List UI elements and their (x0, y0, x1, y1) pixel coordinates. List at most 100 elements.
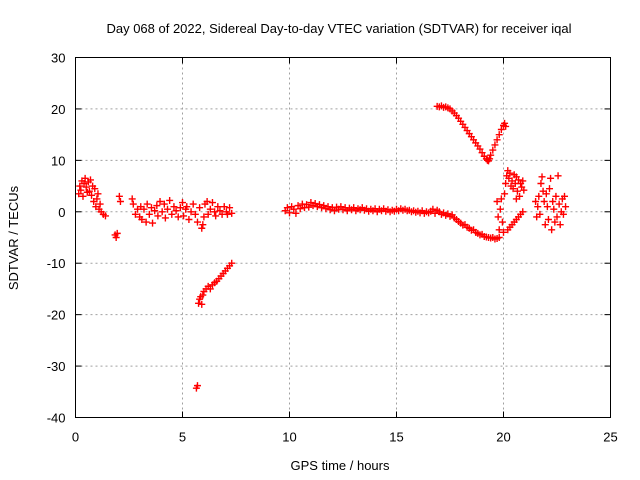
data-point (179, 199, 186, 207)
data-point (185, 216, 193, 223)
x-tick-label: 15 (389, 430, 403, 445)
chart-title: Day 068 of 2022, Sidereal Day-to-day VTE… (106, 21, 571, 36)
data-point (556, 221, 564, 229)
data-point (208, 199, 216, 207)
data-point (553, 213, 561, 221)
data-point (166, 196, 174, 204)
y-tick-label: -20 (47, 308, 66, 323)
data-point (160, 200, 168, 208)
data-point (81, 174, 89, 182)
data-point (502, 180, 510, 187)
data-point (170, 203, 178, 211)
data-point (559, 210, 567, 218)
data-point (187, 208, 195, 216)
data-point (193, 218, 201, 226)
data-point (504, 226, 512, 234)
data-point (195, 299, 203, 307)
data-point (546, 185, 554, 193)
data-point (212, 212, 220, 220)
data-point (86, 176, 94, 184)
data-point (189, 200, 197, 208)
data-point (176, 204, 184, 212)
data-point (519, 177, 527, 185)
data-point (549, 198, 557, 205)
data-point (206, 285, 214, 293)
data-point (142, 218, 150, 226)
data-point (180, 212, 188, 220)
data-point (154, 212, 162, 220)
data-point (489, 146, 497, 154)
data-point (540, 198, 548, 205)
data-point (88, 191, 96, 199)
data-points (75, 102, 570, 392)
data-point (226, 204, 234, 212)
data-point (204, 210, 212, 218)
data-point (147, 204, 155, 212)
data-point (113, 229, 121, 237)
data-point (199, 291, 207, 299)
data-point (497, 195, 505, 203)
data-point (80, 180, 88, 187)
data-point (493, 198, 501, 205)
data-point (75, 190, 83, 198)
data-point (513, 187, 521, 195)
data-point (520, 186, 528, 194)
data-point (555, 200, 563, 208)
data-point (216, 207, 224, 215)
y-tick-label: 0 (58, 205, 65, 220)
data-point (138, 216, 146, 223)
y-tick-label: -10 (47, 256, 66, 271)
data-point (494, 213, 502, 221)
data-point (562, 203, 570, 211)
x-tick-label: 5 (179, 430, 186, 445)
data-point (495, 234, 503, 241)
data-point (491, 141, 499, 149)
data-point (198, 224, 206, 232)
data-point (79, 192, 87, 200)
data-point (478, 149, 486, 157)
data-point (220, 203, 228, 211)
data-point (506, 169, 514, 177)
data-point (129, 200, 137, 208)
data-point (538, 173, 546, 181)
data-point (497, 126, 505, 133)
data-point (542, 190, 550, 198)
data-point (290, 205, 298, 213)
data-point (512, 195, 520, 203)
data-point (537, 180, 545, 187)
data-point (296, 205, 304, 213)
data-point (547, 174, 555, 182)
data-point (429, 205, 437, 213)
data-point (330, 207, 338, 215)
data-point (228, 209, 236, 217)
grid-lines (75, 57, 611, 418)
data-point (552, 192, 560, 200)
data-point (156, 198, 164, 205)
data-point (514, 176, 522, 184)
data-point (93, 195, 101, 203)
data-point (158, 208, 166, 216)
data-point (496, 205, 504, 213)
y-axis-label: SDTVAR / TECUs (6, 185, 21, 290)
data-point (200, 213, 208, 221)
data-point (140, 205, 148, 213)
data-point (500, 228, 507, 236)
y-tick-label: 30 (51, 51, 65, 66)
data-point (164, 205, 172, 213)
data-point (196, 204, 204, 212)
data-point (193, 382, 201, 390)
y-tick-label: -40 (47, 411, 66, 426)
x-axis-label: GPS time / hours (291, 458, 390, 473)
data-point (116, 198, 124, 205)
data-point (519, 208, 527, 216)
data-point (198, 300, 206, 308)
data-point (541, 221, 549, 229)
data-point (206, 205, 214, 213)
data-point (145, 210, 153, 218)
data-point (149, 219, 157, 227)
data-point (535, 192, 543, 200)
data-point (560, 192, 568, 200)
data-point (283, 204, 291, 212)
data-point (76, 182, 84, 190)
